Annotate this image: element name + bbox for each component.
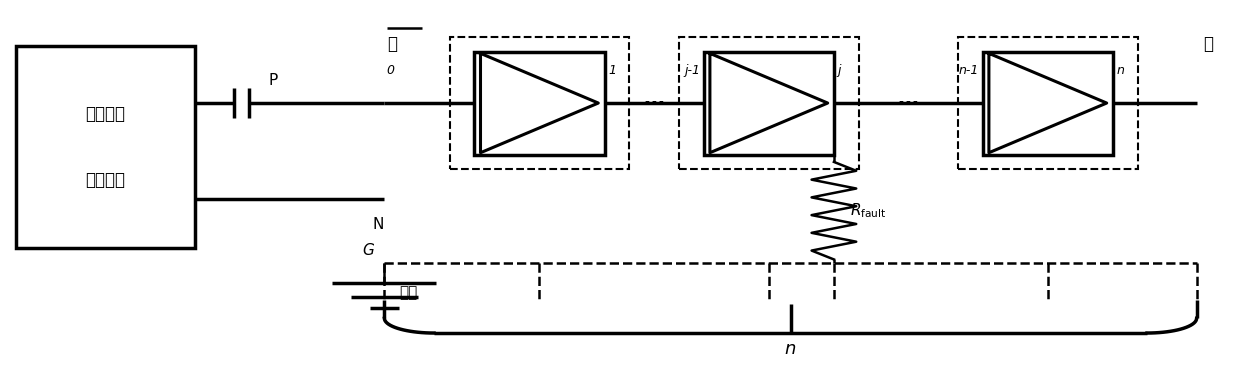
Text: 正: 正	[387, 35, 397, 53]
Text: 0: 0	[387, 64, 394, 77]
Text: $R_\mathrm{fault}$: $R_\mathrm{fault}$	[851, 201, 887, 220]
Text: n-1: n-1	[959, 64, 980, 77]
Text: 交流阻抗: 交流阻抗	[86, 105, 125, 123]
Bar	[474, 52, 605, 155]
Text: G: G	[362, 243, 374, 258]
Text: 1: 1	[609, 64, 616, 77]
Text: $n$: $n$	[785, 340, 796, 358]
Text: ⋯: ⋯	[898, 93, 919, 113]
Text: j: j	[838, 64, 841, 77]
Bar	[982, 52, 1112, 155]
Text: ⋯: ⋯	[644, 93, 665, 113]
Text: 负: 负	[1203, 35, 1213, 53]
Text: N: N	[372, 217, 384, 232]
Text: n: n	[1116, 64, 1125, 77]
Text: 测量装置: 测量装置	[86, 171, 125, 189]
Text: P: P	[268, 73, 278, 88]
Bar	[704, 52, 835, 155]
Bar	[449, 37, 629, 169]
Text: j-1: j-1	[684, 64, 699, 77]
Text: 大地: 大地	[399, 285, 418, 300]
Bar	[680, 37, 858, 169]
Bar	[16, 46, 196, 248]
Bar	[957, 37, 1138, 169]
